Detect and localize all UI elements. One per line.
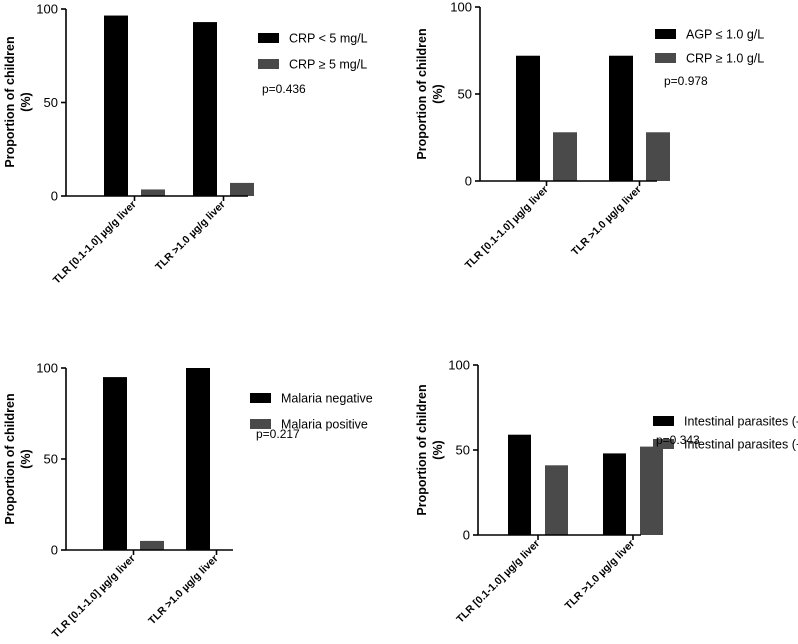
y-tick-label: 50	[458, 87, 472, 102]
chart-panel-3: 0 50 100 TLR [0.1-1.0] µg/g liver TLR >1.0 µ…	[3, 361, 373, 641]
y-axis-label: Proportion of children (%)	[415, 384, 445, 515]
bar-series2-cat1	[553, 132, 577, 181]
legend-label-1: AGP ≤ 1.0 g/L	[686, 28, 764, 42]
p-value-annotation: p=0.978	[664, 74, 708, 88]
chart-panel-4: 0 50 100 TLR [0.1-1.0] µg/g liver TLR >1.0 µ…	[415, 358, 798, 626]
legend-label-2: CRP ≥ 5 mg/L	[289, 58, 367, 72]
x-tick-label: TLR >1.0 µg/g liver	[146, 553, 220, 627]
legend-label-1: CRP < 5 mg/L	[289, 32, 368, 46]
y-axis-label-line: (%)	[19, 92, 33, 111]
x-tick-label: TLR [0.1-1.0] µg/g liver	[50, 553, 138, 641]
chart-panel-1: 0 50 100 TLR [0.1-1.0] µg/g liver TLR >1.0 µ…	[3, 2, 368, 287]
bar-series2-cat2	[646, 132, 670, 181]
bar-series2-cat1	[140, 540, 164, 550]
legend-label-2: CRP ≥ 1.0 g/L	[686, 52, 764, 66]
legend-swatch-2	[250, 419, 271, 429]
bar-series1-cat2	[609, 55, 633, 181]
y-axis-label: Proportion of children (%)	[3, 393, 33, 524]
y-tick-label: 100	[448, 358, 470, 373]
x-tick-label: TLR [0.1-1.0] µg/g liver	[51, 199, 139, 287]
y-axis-label-line: Proportion of children	[3, 36, 17, 167]
x-tick-label: TLR >1.0 µg/g liver	[563, 538, 637, 612]
legend-swatch-1	[655, 29, 676, 39]
legend-swatch-1	[653, 416, 674, 426]
x-tick-label: TLR >1.0 µg/g liver	[569, 184, 643, 258]
y-tick-label: 100	[450, 0, 472, 15]
x-tick-label: TLR [0.1-1.0] µg/g liver	[454, 538, 542, 626]
x-tick-label: TLR [0.1-1.0] µg/g liver	[463, 184, 551, 272]
p-value-annotation: p=0.217	[256, 427, 300, 441]
y-axis-label-line: (%)	[19, 449, 33, 468]
legend-swatch-2	[655, 53, 676, 63]
legend-label-2: Intestinal parasites (+)	[684, 438, 798, 452]
y-tick-label: 100	[36, 2, 58, 17]
bar-series1-cat1	[516, 55, 540, 181]
y-tick-label: 50	[44, 452, 58, 467]
y-tick-label: 0	[465, 174, 472, 189]
y-tick-label: 0	[51, 543, 58, 558]
y-tick-label: 0	[51, 189, 58, 204]
bar-series1-cat1	[508, 434, 531, 535]
bar-series2-cat2	[230, 182, 254, 196]
y-axis-label-line: Proportion of children	[3, 393, 17, 524]
legend-swatch-2	[653, 439, 674, 449]
legend-swatch-1	[250, 393, 271, 403]
legend-swatch-1	[258, 33, 279, 43]
y-axis-label-line: Proportion of children	[415, 28, 429, 159]
y-axis-label: Proportion of children (%)	[415, 28, 445, 159]
bar-series2-cat1	[545, 465, 568, 535]
bar-series1-cat2	[603, 453, 626, 535]
chart-panel-2: 0 50 100 TLR [0.1-1.0] µg/g liver TLR >1.0 µ…	[415, 0, 764, 271]
legend-label-1: Malaria negative	[281, 392, 373, 406]
bar-series1-cat1	[104, 15, 128, 197]
y-axis-label: Proportion of children (%)	[3, 36, 33, 167]
legend-swatch-2	[258, 59, 279, 69]
legend-label-1: Intestinal parasites (-)	[684, 415, 798, 429]
p-value-annotation: p=0.436	[262, 82, 306, 96]
y-tick-label: 50	[44, 95, 58, 110]
y-tick-label: 50	[456, 443, 470, 458]
p-value-annotation: p=0.343	[656, 433, 700, 447]
x-tick-label: TLR >1.0 µg/g liver	[153, 199, 227, 273]
bar-series2-cat1	[141, 189, 165, 196]
y-axis-label-line: (%)	[431, 84, 445, 103]
bar-series1-cat2	[193, 22, 217, 197]
y-tick-label: 100	[36, 361, 58, 376]
bar-series1-cat1	[103, 377, 127, 550]
legend-label-2: Malaria positive	[281, 418, 368, 432]
y-tick-label: 0	[463, 528, 470, 543]
y-axis-label-line: Proportion of children	[415, 384, 429, 515]
bar-series1-cat2	[186, 368, 210, 550]
y-axis-label-line: (%)	[431, 440, 445, 459]
bar-series2-cat2	[640, 446, 663, 535]
